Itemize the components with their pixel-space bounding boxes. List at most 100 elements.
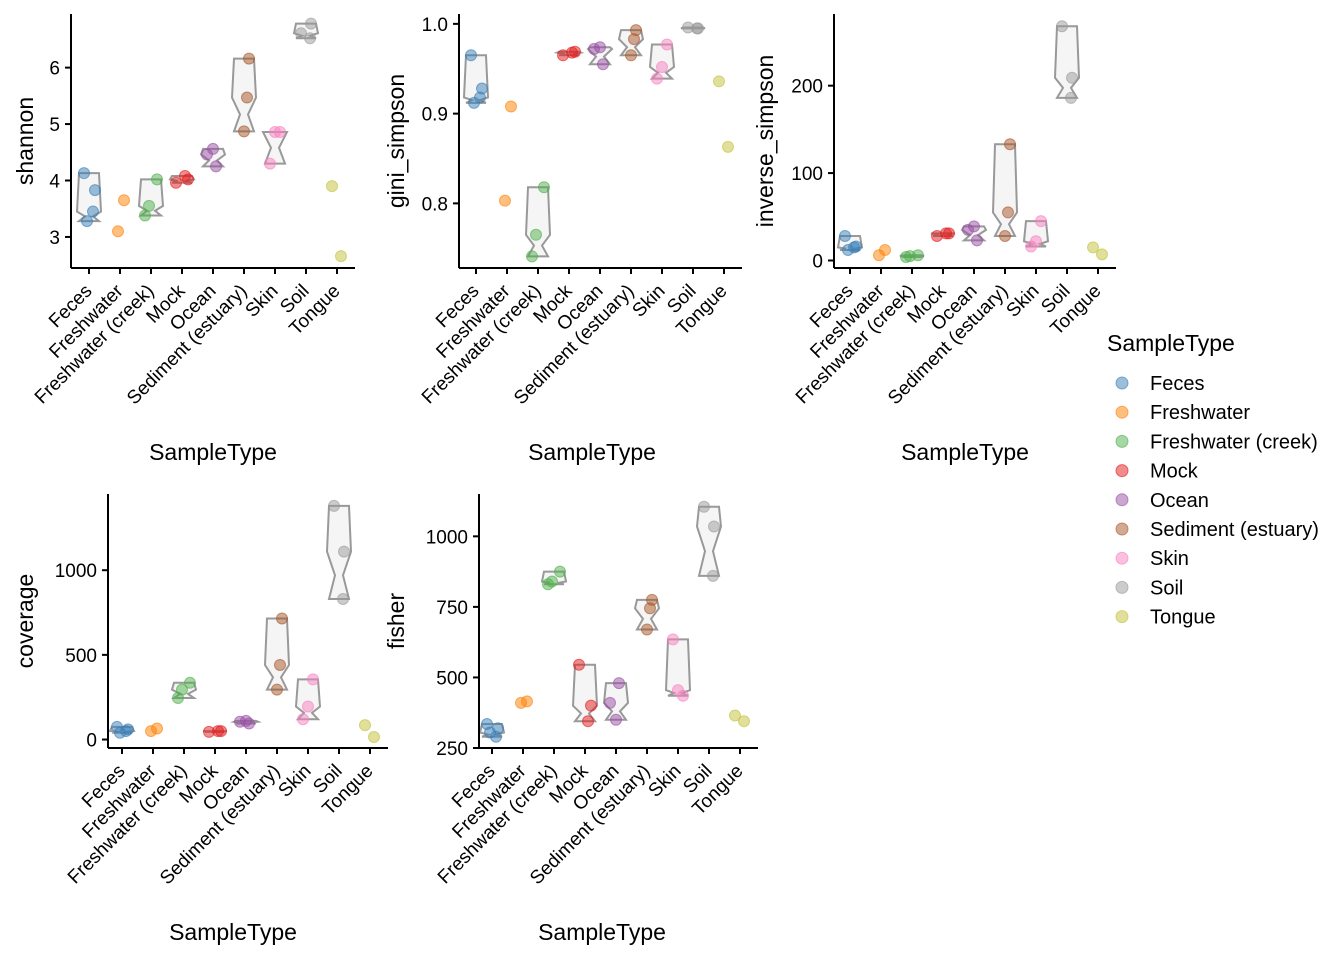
point-sediment-estuary [646, 593, 658, 606]
point-feces [78, 167, 90, 180]
violin-sediment-estuary [991, 143, 1019, 238]
point-freshwater [118, 194, 130, 207]
point-skin [264, 157, 276, 170]
point-ocean [240, 714, 252, 727]
point-freshwater-creek [184, 676, 196, 689]
legend-label: Mock [1150, 461, 1199, 483]
point-sediment-estuary [630, 24, 642, 37]
point-mock [940, 227, 952, 240]
point-sediment-estuary [1002, 206, 1014, 219]
point-sediment-estuary [276, 612, 288, 625]
y-tick-label: 100 [791, 164, 823, 185]
point-feces [850, 240, 862, 253]
point-feces [839, 230, 851, 243]
point-tongue [722, 140, 734, 153]
y-tick-label: 0.8 [422, 194, 448, 215]
point-feces [465, 49, 477, 62]
point-tongue [335, 250, 347, 263]
point-feces [122, 723, 134, 736]
point-soil [1066, 71, 1078, 84]
violin-skin [294, 678, 322, 721]
point-ocean [210, 160, 222, 173]
point-tongue [359, 719, 371, 732]
point-feces [476, 82, 488, 95]
y-axis-title: shannon [12, 97, 38, 185]
point-tongue [713, 75, 725, 88]
point-sediment-estuary [238, 125, 250, 138]
legend-label: Ocean [1150, 490, 1209, 512]
point-soil [707, 569, 719, 582]
point-tongue [326, 180, 338, 193]
point-soil [304, 32, 316, 45]
legend-label: Freshwater [1150, 402, 1250, 424]
point-mock [573, 658, 585, 671]
legend-label: Tongue [1150, 607, 1216, 629]
y-axis-title: inverse_simpson [752, 55, 778, 228]
point-sediment-estuary [271, 683, 283, 696]
legend-title: SampleType [1107, 330, 1235, 356]
y-tick-label: 0 [812, 251, 823, 272]
legend-label: Skin [1150, 548, 1189, 570]
y-tick-label: 750 [436, 598, 468, 619]
legend-key-tongue [1115, 610, 1129, 624]
point-freshwater [505, 100, 517, 113]
point-skin [667, 633, 679, 646]
legend-item-mock: Mock [1115, 461, 1199, 483]
legend-item-feces: Feces [1115, 373, 1204, 395]
legend-item-freshwater: Freshwater [1115, 402, 1250, 424]
point-sediment-estuary [641, 623, 653, 636]
legend-key-feces [1115, 376, 1129, 390]
point-soil [708, 520, 720, 533]
point-skin [307, 673, 319, 686]
point-freshwater-creek [912, 249, 924, 262]
point-sediment-estuary [999, 230, 1011, 243]
point-ocean [604, 696, 616, 709]
legend-key-sediment-estuary [1115, 522, 1129, 536]
point-freshwater-creek [139, 209, 151, 222]
violin-freshwater-creek [524, 186, 552, 258]
y-tick-label: 1000 [55, 561, 97, 582]
x-axis-title: SampleType [169, 919, 297, 945]
y-tick-label: 3 [49, 228, 60, 249]
point-freshwater-creek [542, 578, 554, 591]
legend-item-tongue: Tongue [1115, 607, 1216, 629]
point-skin [1035, 215, 1047, 228]
legend-label: Sediment (estuary) [1150, 519, 1319, 541]
point-soil [295, 27, 307, 40]
legend-key-freshwater [1115, 405, 1129, 419]
x-axis-title: SampleType [901, 439, 1029, 465]
point-skin [656, 60, 668, 73]
legend-item-ocean: Ocean [1115, 490, 1209, 512]
y-tick-label: 250 [436, 739, 468, 760]
x-tick-label-skin: Skin [1003, 281, 1044, 322]
point-skin [661, 38, 673, 51]
point-sediment-estuary [241, 91, 253, 104]
y-tick-label: 1000 [426, 527, 468, 548]
point-freshwater [873, 249, 885, 262]
point-tongue [729, 709, 741, 722]
point-freshwater-creek [900, 250, 912, 263]
point-feces [492, 722, 504, 735]
point-ocean [594, 41, 606, 54]
point-freshwater-creek [554, 565, 566, 578]
y-axis-title: coverage [12, 574, 38, 669]
point-feces [81, 215, 93, 228]
legend-item-sediment-estuary: Sediment (estuary) [1115, 519, 1319, 541]
y-axis-title: fisher [383, 593, 409, 650]
legend-key-skin [1115, 551, 1129, 565]
legend-key-mock [1115, 464, 1129, 478]
point-soil [1065, 91, 1077, 104]
point-soil [328, 499, 340, 512]
y-tick-label: 500 [436, 668, 468, 689]
x-tick-label-skin: Skin [629, 281, 670, 322]
point-feces [89, 184, 101, 197]
point-ocean [968, 220, 980, 233]
point-mock [585, 699, 597, 712]
point-mock [566, 46, 578, 59]
point-soil [691, 22, 703, 35]
y-axis-title: gini_simpson [383, 74, 409, 208]
